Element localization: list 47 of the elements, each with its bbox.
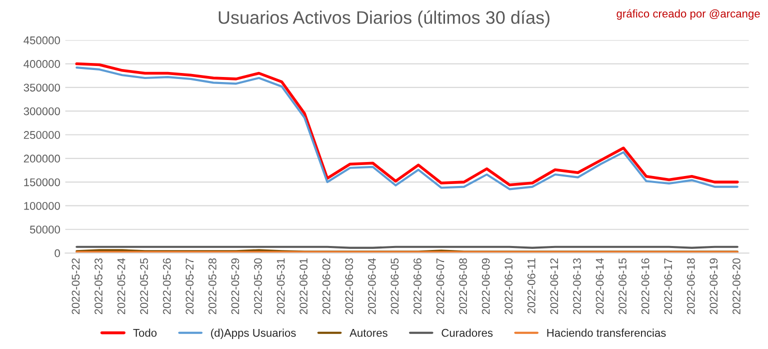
x-tick-label: 2022-05-28 — [208, 258, 216, 314]
x-tick-label: 2022-06-01 — [300, 258, 308, 314]
x-tick-label: 2022-06-07 — [436, 258, 444, 314]
y-tick-label: 300000 — [24, 107, 60, 116]
x-tick-label: 2022-05-27 — [186, 258, 194, 314]
x-tick-label: 2022-06-08 — [459, 258, 467, 314]
x-tick-label: 2022-06-02 — [322, 258, 330, 314]
legend-label: Todo — [133, 328, 157, 337]
x-tick-label: 2022-06-10 — [504, 258, 513, 314]
x-tick-label: 2022-06-03 — [345, 258, 354, 314]
x-tick-label: 2022-05-26 — [162, 258, 171, 314]
y-tick-label: 450000 — [24, 36, 60, 44]
x-tick-label: 2022-05-30 — [254, 258, 262, 314]
y-tick-label: 350000 — [24, 84, 60, 92]
x-tick-label: 2022-06-06 — [414, 258, 422, 314]
x-tick-label: 2022-06-05 — [390, 258, 399, 314]
x-tick-label: 2022-06-15 — [618, 258, 626, 314]
y-tick-label: 400000 — [24, 60, 60, 68]
y-tick-label: 0 — [54, 249, 60, 258]
x-tick-label: 2022-05-29 — [231, 258, 240, 314]
y-tick-label: 250000 — [24, 131, 60, 139]
legend-label: Autores — [350, 329, 388, 337]
y-tick-label: 50000 — [30, 226, 60, 234]
x-tick-label: 2022-05-23 — [94, 258, 102, 314]
x-tick-label: 2022-06-19 — [710, 258, 718, 314]
x-tick-label: 2022-06-20 — [732, 258, 740, 314]
x-tick-label: 2022-05-22 — [72, 258, 80, 314]
y-tick-label: 200000 — [24, 154, 60, 163]
x-tick-label: 2022-06-17 — [664, 258, 672, 314]
x-tick-label: 2022-06-04 — [368, 258, 376, 314]
x-tick-label: 2022-06-13 — [573, 258, 581, 314]
x-tick-label: 2022-06-11 — [527, 258, 536, 314]
y-tick-label: 150000 — [24, 178, 60, 186]
x-tick-label: 2022-05-25 — [140, 258, 148, 314]
x-tick-label: 2022-05-31 — [276, 258, 285, 314]
x-tick-label: 2022-06-16 — [641, 258, 650, 314]
x-tick-label: 2022-06-14 — [596, 258, 604, 314]
x-tick-label: 2022-06-09 — [482, 258, 490, 314]
chart-title: Usuarios Activos Diarios (últimos 30 días) — [218, 10, 550, 28]
x-tick-label: 2022-06-12 — [550, 258, 558, 314]
text: gráfico creado por @arcange — [616, 9, 760, 20]
legend-label: (d)Apps Usuarios — [211, 328, 296, 339]
x-tick-label: 2022-05-24 — [117, 258, 126, 314]
legend-label: Curadores — [442, 328, 493, 337]
legend-label: Haciendo transferencias — [547, 328, 666, 337]
x-tick-label: 2022-06-18 — [686, 258, 695, 314]
y-tick-label: 100000 — [24, 202, 60, 210]
